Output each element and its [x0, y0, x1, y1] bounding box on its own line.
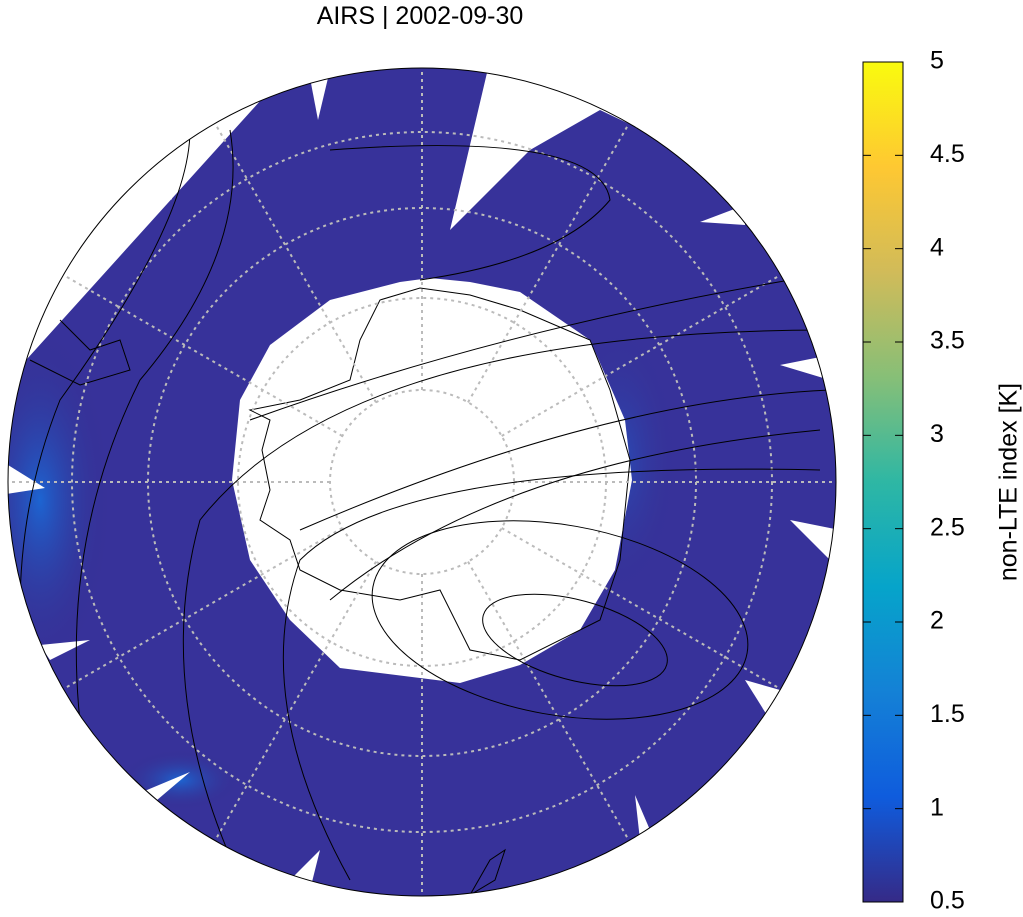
colorbar-tick-label: 3 — [930, 420, 944, 448]
title: AIRS | 2002-09-30 — [317, 2, 524, 30]
meridian — [214, 122, 377, 403]
colorbar-tick-label: 4.5 — [930, 140, 965, 168]
colorbar-label: non-LTE index [K] — [995, 383, 1023, 581]
meridian — [62, 274, 343, 437]
colorbar-tick-label: 5 — [930, 47, 944, 75]
meridian — [501, 527, 782, 690]
colorbar-tick-label: 1 — [930, 793, 944, 821]
colorbar — [862, 61, 904, 903]
colorbar-tick-label: 4 — [930, 233, 944, 261]
colorbar-tick-label: 2 — [930, 607, 944, 635]
polar-map — [8, 68, 836, 896]
map-border — [7, 67, 837, 897]
meridian — [62, 527, 343, 690]
colorbar-tick-label: 0.5 — [930, 887, 965, 912]
colorbar-tick-label: 1.5 — [930, 700, 965, 728]
meridian — [214, 561, 377, 842]
colorbar-tick-label: 2.5 — [930, 513, 965, 541]
meridian — [501, 274, 782, 437]
meridian — [467, 561, 630, 842]
high-value-patch — [8, 330, 110, 670]
meridian — [467, 122, 630, 403]
coastlines — [29, 287, 631, 896]
colorbar-tick-label: 3.5 — [930, 327, 965, 355]
